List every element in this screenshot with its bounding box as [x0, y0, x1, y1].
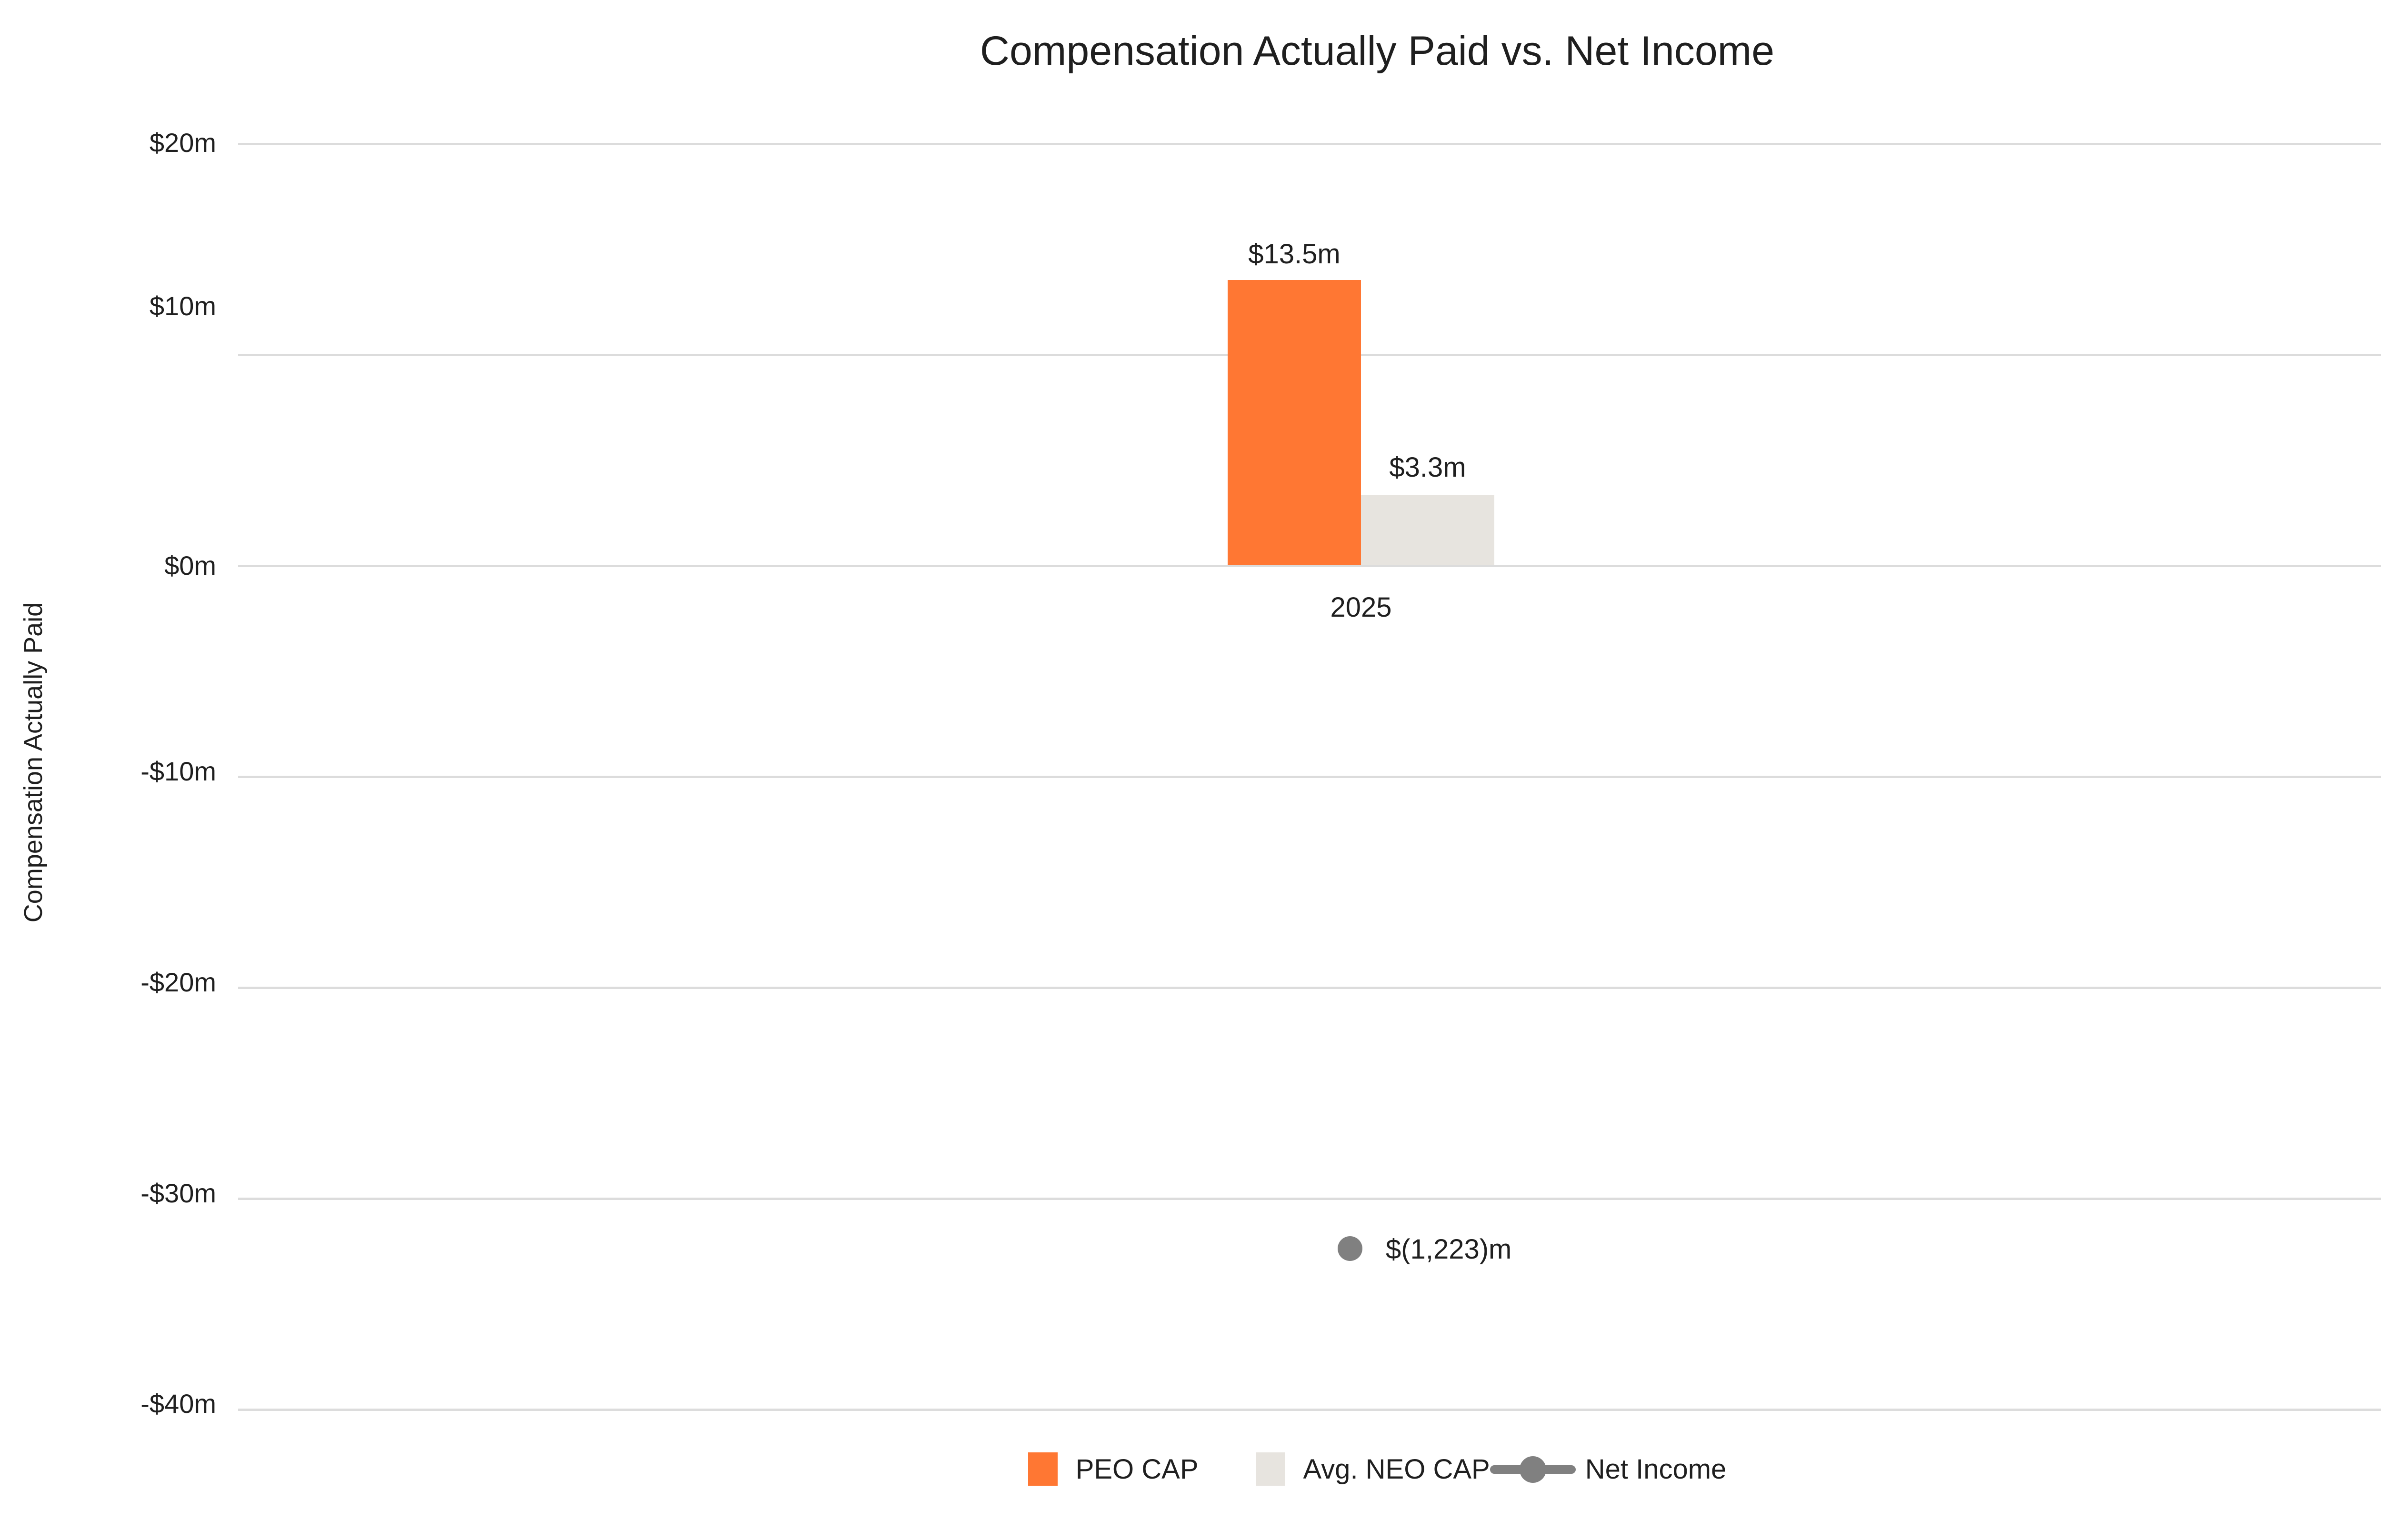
- left-tick-1: $10m: [0, 293, 216, 320]
- neo-cap-value-label: $3.3m: [1389, 452, 1466, 483]
- gridline-neg20m: [238, 987, 2381, 989]
- legend-item-peo-cap[interactable]: PEO CAP: [1028, 1452, 1199, 1486]
- left-tick-label: $0m: [164, 550, 216, 580]
- left-tick-label: $10m: [149, 291, 216, 321]
- gridline-20m: [238, 143, 2381, 145]
- left-tick-label: -$30m: [140, 1178, 216, 1208]
- left-tick-0: $20m: [0, 130, 216, 156]
- legend-dot-icon: [1519, 1456, 1546, 1483]
- gridline-neg40m: [238, 1409, 2381, 1411]
- bar-neo-cap-2025[interactable]: [1361, 495, 1494, 565]
- left-tick-label: -$10m: [140, 756, 216, 786]
- gridline-0m: [238, 565, 2381, 567]
- legend-item-neo-cap[interactable]: Avg. NEO CAP: [1255, 1452, 1490, 1486]
- left-tick-label: $20m: [149, 128, 216, 158]
- left-tick-5: -$30m: [0, 1180, 216, 1207]
- peo-cap-value-label: $13.5m: [1248, 239, 1341, 270]
- left-tick-4: -$20m: [0, 969, 216, 996]
- legend-label-net-income: Net Income: [1585, 1453, 1727, 1485]
- net-income-marker-2025[interactable]: [1338, 1236, 1362, 1261]
- legend-label-neo: Avg. NEO CAP: [1303, 1453, 1490, 1485]
- legend-line-dot-icon: [1490, 1452, 1576, 1486]
- legend-label-peo: PEO CAP: [1075, 1453, 1199, 1485]
- net-income-value-label: $(1,223)m: [1386, 1234, 1512, 1265]
- left-tick-6: -$40m: [0, 1390, 216, 1417]
- left-tick-label: -$40m: [140, 1389, 216, 1419]
- left-tick-label: -$20m: [140, 967, 216, 997]
- bar-peo-cap-2025[interactable]: [1228, 280, 1361, 565]
- chart-title: Compensation Actually Paid vs. Net Incom…: [980, 28, 1775, 74]
- left-tick-2: $0m: [0, 552, 216, 579]
- left-tick-3: -$10m: [0, 758, 216, 785]
- legend-swatch-neo-icon: [1255, 1452, 1285, 1486]
- plot-area: $13.5m $3.3m 2025 $(1,223)m: [238, 143, 2381, 1411]
- legend-swatch-peo-icon: [1028, 1452, 1058, 1486]
- gridline-neg30m: [238, 1198, 2381, 1200]
- legend-item-net-income[interactable]: Net Income: [1490, 1452, 1727, 1486]
- chart-legend: PEO CAP Avg. NEO CAP Net Income: [0, 1452, 2381, 1486]
- gridline-neg10m: [238, 776, 2381, 778]
- category-label-2025: 2025: [1330, 592, 1392, 623]
